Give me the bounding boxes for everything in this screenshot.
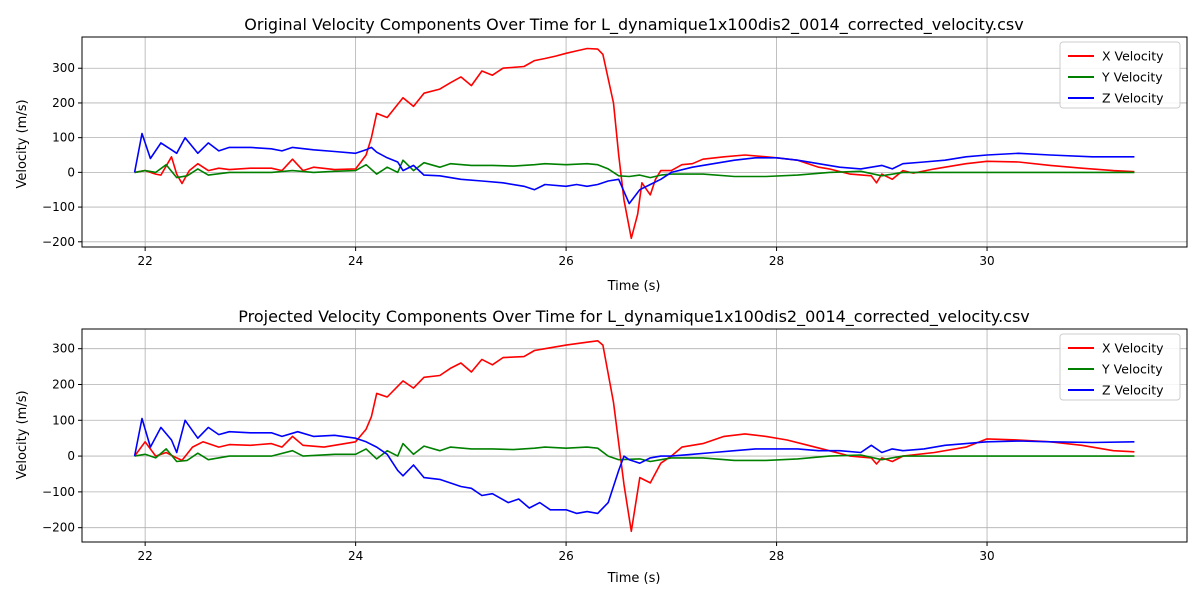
series-line-y-velocity [134, 442, 1135, 463]
y-tick-label: −200 [42, 521, 75, 535]
x-tick-label: 26 [558, 549, 573, 563]
x-tick-label: 22 [138, 549, 153, 563]
x-tick-label: 28 [769, 549, 784, 563]
axis-ticks: 22 24 26 28 30 −200 −100 0 100 200 300 [42, 342, 995, 563]
plot-frame [81, 36, 1188, 248]
legend-label: X Velocity [1102, 49, 1164, 64]
y-axis-label: Velocity (m/s) [15, 99, 30, 188]
x-tick-label: 22 [138, 254, 153, 268]
legend: X Velocity Y Velocity Z Velocity [1059, 333, 1181, 401]
plot-frame [81, 328, 1188, 543]
series-lines [133, 340, 1135, 533]
legend-label: Y Velocity [1101, 362, 1163, 377]
axis-ticks: 22 24 26 28 30 −200 −100 0 100 200 300 [42, 61, 995, 268]
x-axis-label: Time (s) [607, 279, 661, 294]
y-tick-label: 200 [52, 96, 75, 110]
y-axis-label: Velocity (m/s) [15, 390, 30, 479]
y-tick-label: 300 [52, 61, 75, 75]
chart-projected-velocity: Projected Velocity Components Over Time … [15, 307, 1188, 586]
y-tick-label: −100 [42, 485, 75, 499]
grid [82, 37, 1187, 247]
y-tick-label: 0 [67, 449, 75, 463]
y-tick-label: −100 [42, 200, 75, 214]
chart-original-velocity: Original Velocity Components Over Time f… [15, 15, 1188, 294]
y-tick-label: 100 [52, 413, 75, 427]
x-axis-label: Time (s) [607, 571, 661, 586]
series-line-z-velocity [133, 417, 1135, 515]
x-tick-label: 30 [979, 254, 994, 268]
x-tick-label: 28 [769, 254, 784, 268]
series-line-x-velocity [133, 340, 1135, 533]
x-tick-label: 30 [979, 549, 994, 563]
series-line-y-velocity [134, 159, 1135, 179]
legend-label: Y Velocity [1101, 70, 1163, 85]
legend-label: Z Velocity [1102, 91, 1164, 106]
legend: X Velocity Y Velocity Z Velocity [1059, 41, 1181, 109]
legend-label: X Velocity [1102, 341, 1164, 356]
x-tick-label: 26 [558, 254, 573, 268]
y-tick-label: 300 [52, 342, 75, 356]
series-line-x-velocity [134, 47, 1135, 240]
legend-box [1059, 333, 1181, 401]
series-lines [133, 47, 1135, 240]
chart-title: Projected Velocity Components Over Time … [238, 307, 1030, 327]
chart-title: Original Velocity Components Over Time f… [244, 15, 1023, 35]
x-tick-label: 24 [348, 549, 363, 563]
y-tick-label: 0 [67, 165, 75, 179]
series-line-z-velocity [133, 132, 1135, 205]
legend-box [1059, 41, 1181, 109]
y-tick-label: −200 [42, 235, 75, 249]
y-tick-label: 100 [52, 131, 75, 145]
y-tick-label: 200 [52, 377, 75, 391]
legend-label: Z Velocity [1102, 383, 1164, 398]
x-tick-label: 24 [348, 254, 363, 268]
